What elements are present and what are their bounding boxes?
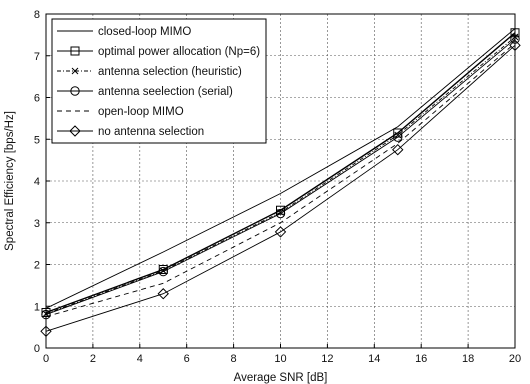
- y-tick-label: 1: [34, 301, 40, 313]
- x-tick-label: 0: [43, 353, 49, 365]
- x-tick-label: 6: [184, 353, 190, 365]
- x-tick-label: 20: [509, 353, 521, 365]
- x-tick-label: 2: [90, 353, 96, 365]
- x-tick-label: 14: [368, 353, 380, 365]
- legend-label: antenna seelection (serial): [98, 86, 233, 98]
- legend-label: antenna selection (heuristic): [98, 66, 242, 78]
- x-tick-label: 12: [321, 353, 333, 365]
- y-axis-label: Spectral Efficiency [bps/Hz]: [4, 111, 16, 251]
- legend-label: optimal power allocation (Np=6): [98, 46, 260, 58]
- x-tick-label: 10: [274, 353, 286, 365]
- y-tick-label: 0: [34, 343, 40, 355]
- x-axis-label: Average SNR [dB]: [234, 372, 328, 384]
- y-tick-label: 3: [34, 218, 40, 230]
- legend-label: closed-loop MIMO: [98, 26, 191, 38]
- y-tick-label: 6: [34, 93, 40, 105]
- x-tick-label: 18: [462, 353, 474, 365]
- legend: closed-loop MIMO optimal power allocation…: [52, 19, 266, 143]
- y-tick-label: 5: [34, 134, 40, 146]
- y-tick-label: 8: [34, 9, 40, 21]
- y-tick-label: 4: [34, 176, 40, 188]
- y-tick-label: 2: [34, 260, 40, 272]
- x-tick-label: 8: [231, 353, 237, 365]
- y-tick-label: 7: [34, 51, 40, 63]
- legend-label: open-loop MIMO: [98, 106, 184, 118]
- x-tick-label: 16: [415, 353, 427, 365]
- x-tick-label: 4: [137, 353, 143, 365]
- legend-label: no antenna selection: [98, 126, 204, 138]
